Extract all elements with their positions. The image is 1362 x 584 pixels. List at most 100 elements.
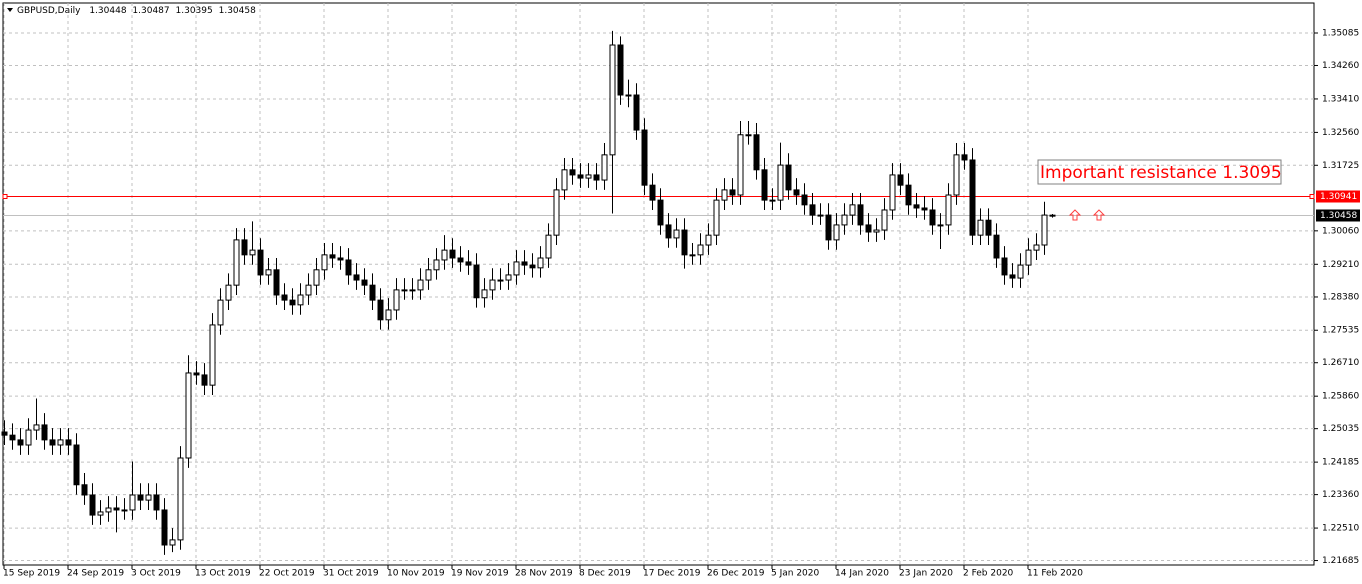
candle-body	[809, 204, 816, 216]
candle-body	[17, 439, 24, 446]
y-tick-label: 1.30060	[1322, 226, 1359, 236]
candle-body	[985, 219, 992, 236]
candle-body	[929, 209, 936, 226]
menu-arrow[interactable]	[7, 8, 13, 12]
candle-body	[817, 214, 824, 217]
candle-body	[1049, 214, 1056, 217]
x-tick-label: 17 Dec 2019	[643, 569, 701, 579]
candle-body	[257, 249, 264, 276]
x-tick-label: 15 Sep 2019	[3, 569, 60, 579]
candle-body	[25, 429, 32, 446]
x-tick-label: 5 Jan 2020	[771, 569, 819, 579]
candle-body	[321, 254, 328, 271]
price-label-box	[1316, 190, 1360, 203]
price-label: 1.30458	[1320, 211, 1357, 221]
candle-body	[553, 189, 560, 236]
candle-body	[729, 189, 736, 196]
y-tick-label: 1.23360	[1322, 490, 1359, 500]
candle-body	[409, 289, 416, 292]
candle-body	[961, 154, 968, 161]
x-tick-label: 31 Oct 2019	[323, 569, 379, 579]
y-tick-label: 1.24185	[1322, 458, 1359, 468]
y-tick-label: 1.21685	[1322, 556, 1359, 566]
candle-body	[529, 264, 536, 269]
candle-body	[89, 494, 96, 516]
candle-body	[609, 44, 616, 156]
candle-body	[97, 511, 104, 516]
candle-body	[1033, 244, 1040, 251]
candle-body	[665, 224, 672, 239]
candle-body	[977, 219, 984, 236]
y-tick-label: 1.33410	[1322, 94, 1359, 104]
candle-body	[57, 439, 64, 446]
candle-body	[921, 207, 928, 211]
candle-body	[753, 134, 760, 171]
candle-body	[169, 539, 176, 546]
candle-body	[601, 154, 608, 181]
y-tick-label: 1.26710	[1322, 358, 1359, 368]
candle-body	[545, 234, 552, 259]
candle-body	[225, 284, 232, 301]
candle-body	[713, 199, 720, 236]
candle-body	[185, 372, 192, 459]
candle-body	[49, 439, 56, 446]
candle-body	[233, 239, 240, 286]
candle-body	[265, 269, 272, 276]
candle-body	[281, 294, 288, 301]
candle-body	[153, 494, 160, 511]
x-tick-label: 24 Sep 2019	[67, 569, 124, 579]
candle-body	[641, 129, 648, 186]
x-tick-label: 26 Dec 2019	[707, 569, 765, 579]
y-tick-label: 1.29210	[1322, 260, 1359, 270]
candle-body	[721, 189, 728, 201]
candle-body	[449, 249, 456, 259]
y-tick-label: 1.32560	[1322, 128, 1359, 138]
candle-body	[769, 199, 776, 202]
x-tick-label: 3 Oct 2019	[131, 569, 181, 579]
x-tick-label: 2 Feb 2020	[963, 569, 1014, 579]
candle-body	[457, 257, 464, 263]
candle-body	[745, 134, 752, 137]
candle-body	[1009, 274, 1016, 279]
candle-body	[593, 174, 600, 181]
symbol: GBPUSD,Daily	[17, 6, 81, 16]
candle-body	[417, 279, 424, 291]
candle-body	[913, 204, 920, 209]
candle-body	[841, 214, 848, 226]
candle-body	[113, 507, 120, 511]
candle-body	[209, 324, 216, 386]
candle-body	[65, 439, 72, 446]
candle-body	[881, 209, 888, 231]
candle-body	[361, 279, 368, 286]
candle-body	[1025, 249, 1032, 266]
candle-body	[737, 134, 744, 196]
candle-body	[465, 261, 472, 266]
candle-body	[761, 169, 768, 201]
up-arrow	[1068, 209, 1082, 221]
candle-body	[793, 189, 800, 196]
anchor	[1309, 194, 1315, 199]
open-value: 1.30448	[89, 6, 126, 16]
candle-body	[857, 204, 864, 226]
candle-body	[537, 257, 544, 269]
candle-body	[1017, 264, 1024, 279]
candle-body	[1041, 214, 1048, 246]
candle-body	[177, 457, 184, 541]
candle-body	[161, 509, 168, 546]
candle-body	[329, 254, 336, 259]
candle-body	[569, 169, 576, 176]
candle-body	[681, 229, 688, 256]
candle-body	[353, 274, 360, 281]
price-label: 1.30941	[1320, 192, 1357, 202]
candle-body	[81, 484, 88, 496]
candle-body	[425, 269, 432, 281]
candle-body	[849, 204, 856, 216]
candle-body	[313, 269, 320, 286]
candle-body	[937, 224, 944, 227]
y-tick-label: 1.27535	[1322, 326, 1359, 336]
candle-body	[1, 431, 8, 436]
candle-body	[289, 299, 296, 306]
candle-body	[497, 279, 504, 282]
